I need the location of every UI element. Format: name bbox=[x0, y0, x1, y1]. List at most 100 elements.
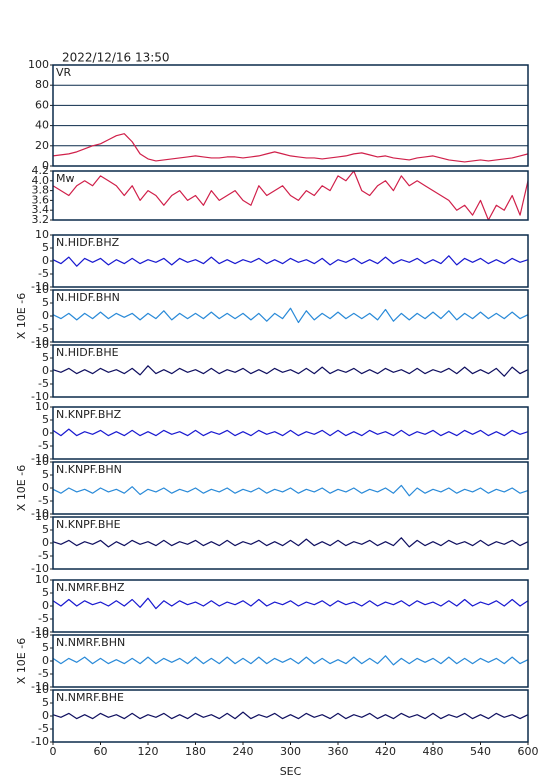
y-tick-label: -10 bbox=[31, 680, 49, 693]
panel-title: N.HIDF.BHN bbox=[56, 291, 120, 304]
y-tick-label: 10 bbox=[35, 573, 49, 586]
y-tick-label: 0 bbox=[42, 254, 49, 267]
trace bbox=[52, 428, 529, 437]
trace bbox=[52, 307, 529, 324]
x-tick-label: 60 bbox=[94, 745, 108, 758]
y-tick-label: 10 bbox=[35, 455, 49, 468]
panel-title: N.NMRF.BHE bbox=[56, 691, 124, 704]
y-tick-label: 5 bbox=[42, 413, 49, 426]
panel-title: N.KNPF.BHN bbox=[56, 463, 122, 476]
y-tick-label: 0 bbox=[42, 599, 49, 612]
y-tick-label: 10 bbox=[35, 510, 49, 523]
x-tick-label: 540 bbox=[470, 745, 491, 758]
trace bbox=[52, 133, 529, 163]
y-tick-label: 60 bbox=[35, 98, 49, 111]
panel-title: VR bbox=[56, 66, 72, 79]
y-tick-label: -5 bbox=[38, 377, 49, 390]
y-tick-label: 10 bbox=[35, 338, 49, 351]
y-tick-label: 10 bbox=[35, 628, 49, 641]
panel-frame bbox=[52, 64, 529, 167]
trace bbox=[52, 537, 529, 548]
y-tick-label: 3.8 bbox=[32, 184, 50, 197]
trace bbox=[52, 484, 529, 497]
y-tick-label: 5 bbox=[42, 641, 49, 654]
y-tick-label: 4.2 bbox=[32, 164, 50, 177]
timestamp: 2022/12/16 13:50 bbox=[62, 51, 170, 65]
y-axis-label: X 10E -6 bbox=[15, 293, 28, 339]
x-tick-label: 0 bbox=[50, 745, 57, 758]
trace bbox=[52, 170, 529, 221]
y-axis-label: X 10E -6 bbox=[15, 638, 28, 684]
y-tick-label: -5 bbox=[38, 267, 49, 280]
panel-frame bbox=[52, 406, 529, 460]
y-tick-label: 20 bbox=[35, 139, 49, 152]
panel-frame bbox=[52, 461, 529, 515]
y-tick-label: -10 bbox=[31, 452, 49, 465]
y-tick-label: 3.2 bbox=[32, 213, 50, 226]
y-axis-label: X 10E -6 bbox=[15, 465, 28, 511]
x-tick-label: 300 bbox=[280, 745, 301, 758]
y-tick-label: 0 bbox=[42, 159, 49, 172]
panel-title: N.KNPF.BHZ bbox=[56, 408, 122, 421]
trace bbox=[52, 597, 529, 610]
y-tick-label: 5 bbox=[42, 351, 49, 364]
y-tick-label: 10 bbox=[35, 683, 49, 696]
y-tick-label: 0 bbox=[42, 709, 49, 722]
x-tick-label: 480 bbox=[423, 745, 444, 758]
y-tick-label: 5 bbox=[42, 586, 49, 599]
y-tick-label: -5 bbox=[38, 722, 49, 735]
y-tick-label: -10 bbox=[31, 280, 49, 293]
y-tick-label: 10 bbox=[35, 400, 49, 413]
trace bbox=[52, 655, 529, 666]
y-tick-label: -5 bbox=[38, 667, 49, 680]
y-tick-label: -10 bbox=[31, 507, 49, 520]
panel-title: N.HIDF.BHE bbox=[56, 346, 119, 359]
y-tick-label: 0 bbox=[42, 481, 49, 494]
y-tick-label: -5 bbox=[38, 439, 49, 452]
x-tick-label: 180 bbox=[185, 745, 206, 758]
y-tick-label: 5 bbox=[42, 696, 49, 709]
panel-title: N.NMRF.BHN bbox=[56, 636, 125, 649]
y-tick-label: -5 bbox=[38, 549, 49, 562]
y-tick-label: 4.0 bbox=[32, 174, 50, 187]
y-tick-label: 5 bbox=[42, 468, 49, 481]
panel-frame bbox=[52, 170, 529, 221]
panel-frame bbox=[52, 516, 529, 570]
x-tick-label: 120 bbox=[138, 745, 159, 758]
y-tick-label: -10 bbox=[31, 562, 49, 575]
y-tick-label: 10 bbox=[35, 228, 49, 241]
y-tick-label: 0 bbox=[42, 654, 49, 667]
x-tick-label: 420 bbox=[375, 745, 396, 758]
panel-title: Mw bbox=[56, 172, 75, 185]
y-tick-label: 5 bbox=[42, 523, 49, 536]
y-tick-label: 0 bbox=[42, 309, 49, 322]
y-tick-label: 0 bbox=[42, 364, 49, 377]
trace bbox=[52, 255, 529, 267]
trace bbox=[52, 365, 529, 377]
y-tick-label: 5 bbox=[42, 296, 49, 309]
panel-frame bbox=[52, 579, 529, 633]
y-tick-label: 3.6 bbox=[32, 193, 50, 206]
y-tick-label: 5 bbox=[42, 241, 49, 254]
y-tick-label: 0 bbox=[42, 536, 49, 549]
y-tick-label: -10 bbox=[31, 335, 49, 348]
y-tick-label: -10 bbox=[31, 625, 49, 638]
panel-frame bbox=[52, 634, 529, 688]
y-tick-label: 100 bbox=[28, 58, 49, 71]
y-tick-label: -5 bbox=[38, 322, 49, 335]
y-tick-label: -5 bbox=[38, 494, 49, 507]
panel-title: N.HIDF.BHZ bbox=[56, 236, 120, 249]
panel-title: N.KNPF.BHE bbox=[56, 518, 121, 531]
panel-frame bbox=[52, 344, 529, 398]
x-axis-label: SEC bbox=[280, 765, 302, 778]
y-tick-label: 40 bbox=[35, 119, 49, 132]
y-tick-label: -5 bbox=[38, 612, 49, 625]
panel-frame bbox=[52, 234, 529, 288]
x-tick-label: 240 bbox=[233, 745, 254, 758]
y-tick-label: 3.4 bbox=[32, 203, 50, 216]
y-tick-label: 10 bbox=[35, 283, 49, 296]
panel-title: N.NMRF.BHZ bbox=[56, 581, 125, 594]
y-tick-label: 0 bbox=[42, 426, 49, 439]
